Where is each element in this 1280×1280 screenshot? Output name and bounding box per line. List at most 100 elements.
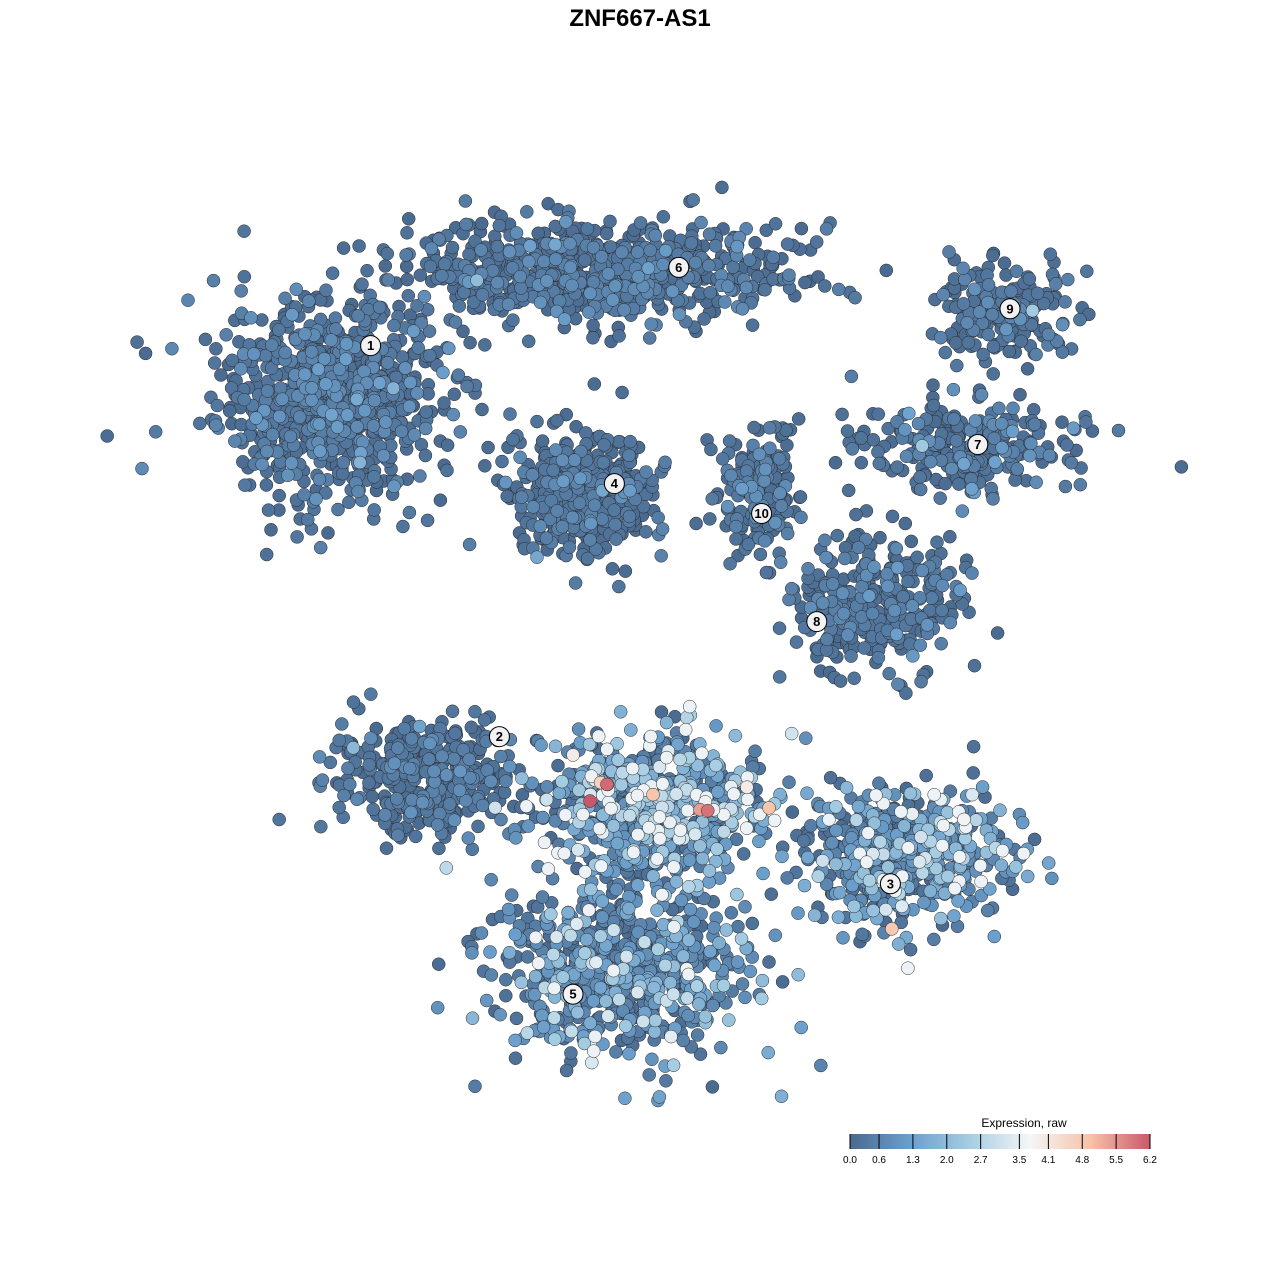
- data-point: [622, 1046, 636, 1061]
- data-point: [801, 561, 815, 576]
- data-point: [867, 560, 881, 574]
- data-point: [481, 440, 495, 455]
- data-point: [442, 797, 457, 811]
- data-point: [391, 828, 405, 843]
- data-point: [249, 411, 263, 425]
- data-point: [927, 932, 941, 947]
- data-point: [615, 245, 629, 259]
- data-point: [468, 1079, 482, 1094]
- data-point: [794, 221, 809, 236]
- data-point: [100, 429, 114, 443]
- data-point: [606, 293, 620, 307]
- data-point: [913, 638, 928, 652]
- data-point: [387, 479, 401, 494]
- data-point: [427, 764, 441, 779]
- data-point: [703, 285, 717, 300]
- data-point: [237, 224, 251, 238]
- data-point: [622, 509, 637, 524]
- data-point: [478, 459, 492, 473]
- data-point: [537, 254, 551, 269]
- data-point: [957, 457, 971, 471]
- data-point: [432, 806, 447, 821]
- data-point: [437, 257, 452, 271]
- data-point: [430, 1000, 445, 1015]
- data-point: [289, 282, 304, 297]
- data-point: [633, 216, 648, 230]
- data-point: [494, 749, 508, 764]
- data-point: [437, 396, 451, 410]
- data-point: [398, 361, 412, 375]
- data-point: [474, 243, 488, 257]
- data-point: [603, 214, 617, 229]
- data-point: [193, 416, 207, 431]
- data-point: [1080, 264, 1094, 279]
- data-point: [689, 516, 703, 531]
- data-point: [559, 1063, 574, 1078]
- data-point: [138, 346, 153, 361]
- data-point: [630, 878, 645, 892]
- data-point: [439, 768, 454, 782]
- data-point: [364, 731, 378, 745]
- data-point: [396, 519, 410, 534]
- data-point: [835, 586, 850, 600]
- data-point: [926, 398, 941, 413]
- data-point: [840, 424, 855, 438]
- data-point: [508, 927, 523, 942]
- data-point: [550, 413, 564, 428]
- data-point: [265, 338, 279, 352]
- data-point: [609, 1045, 623, 1059]
- data-point: [539, 531, 554, 545]
- data-point: [801, 850, 815, 865]
- data-point: [995, 440, 1009, 455]
- data-point: [275, 392, 289, 406]
- data-point: [898, 516, 913, 531]
- data-point: [816, 596, 830, 610]
- data-point: [490, 275, 505, 290]
- data-point: [854, 431, 868, 445]
- data-point: [423, 736, 437, 751]
- data-point: [785, 805, 800, 819]
- data-point: [1020, 362, 1035, 376]
- data-point: [654, 549, 668, 563]
- data-point: [796, 834, 811, 848]
- data-point: [508, 1051, 523, 1065]
- data-point: [440, 438, 455, 452]
- data-point: [966, 766, 980, 780]
- data-point: [656, 257, 670, 272]
- data-point: [599, 226, 614, 241]
- data-point: [312, 750, 327, 764]
- data-point: [440, 463, 454, 478]
- data-point: [819, 550, 833, 565]
- data-point: [782, 268, 796, 282]
- data-point: [642, 1068, 656, 1082]
- data-point: [292, 410, 307, 424]
- data-point: [764, 887, 779, 901]
- data-point: [723, 556, 737, 571]
- data-point: [502, 945, 517, 960]
- data-point: [407, 428, 422, 442]
- data-point: [321, 526, 335, 540]
- data-point: [934, 636, 948, 651]
- data-point: [1029, 475, 1043, 490]
- data-point: [587, 498, 602, 513]
- data-point: [209, 342, 223, 356]
- data-point: [447, 813, 462, 827]
- data-point: [913, 482, 928, 497]
- data-point: [851, 540, 866, 555]
- data-point: [423, 259, 438, 274]
- data-point: [761, 1045, 775, 1060]
- data-point: [453, 764, 467, 779]
- data-point: [420, 513, 435, 528]
- data-point: [325, 266, 340, 280]
- data-point: [311, 362, 326, 377]
- data-point: [676, 1033, 690, 1048]
- data-point: [462, 752, 476, 767]
- data-point: [237, 392, 251, 407]
- data-point: [285, 307, 299, 322]
- data-point: [872, 776, 886, 790]
- data-point: [362, 776, 376, 790]
- data-point: [782, 775, 796, 789]
- data-point: [851, 799, 866, 814]
- data-point: [784, 581, 799, 596]
- data-point: [1027, 832, 1042, 847]
